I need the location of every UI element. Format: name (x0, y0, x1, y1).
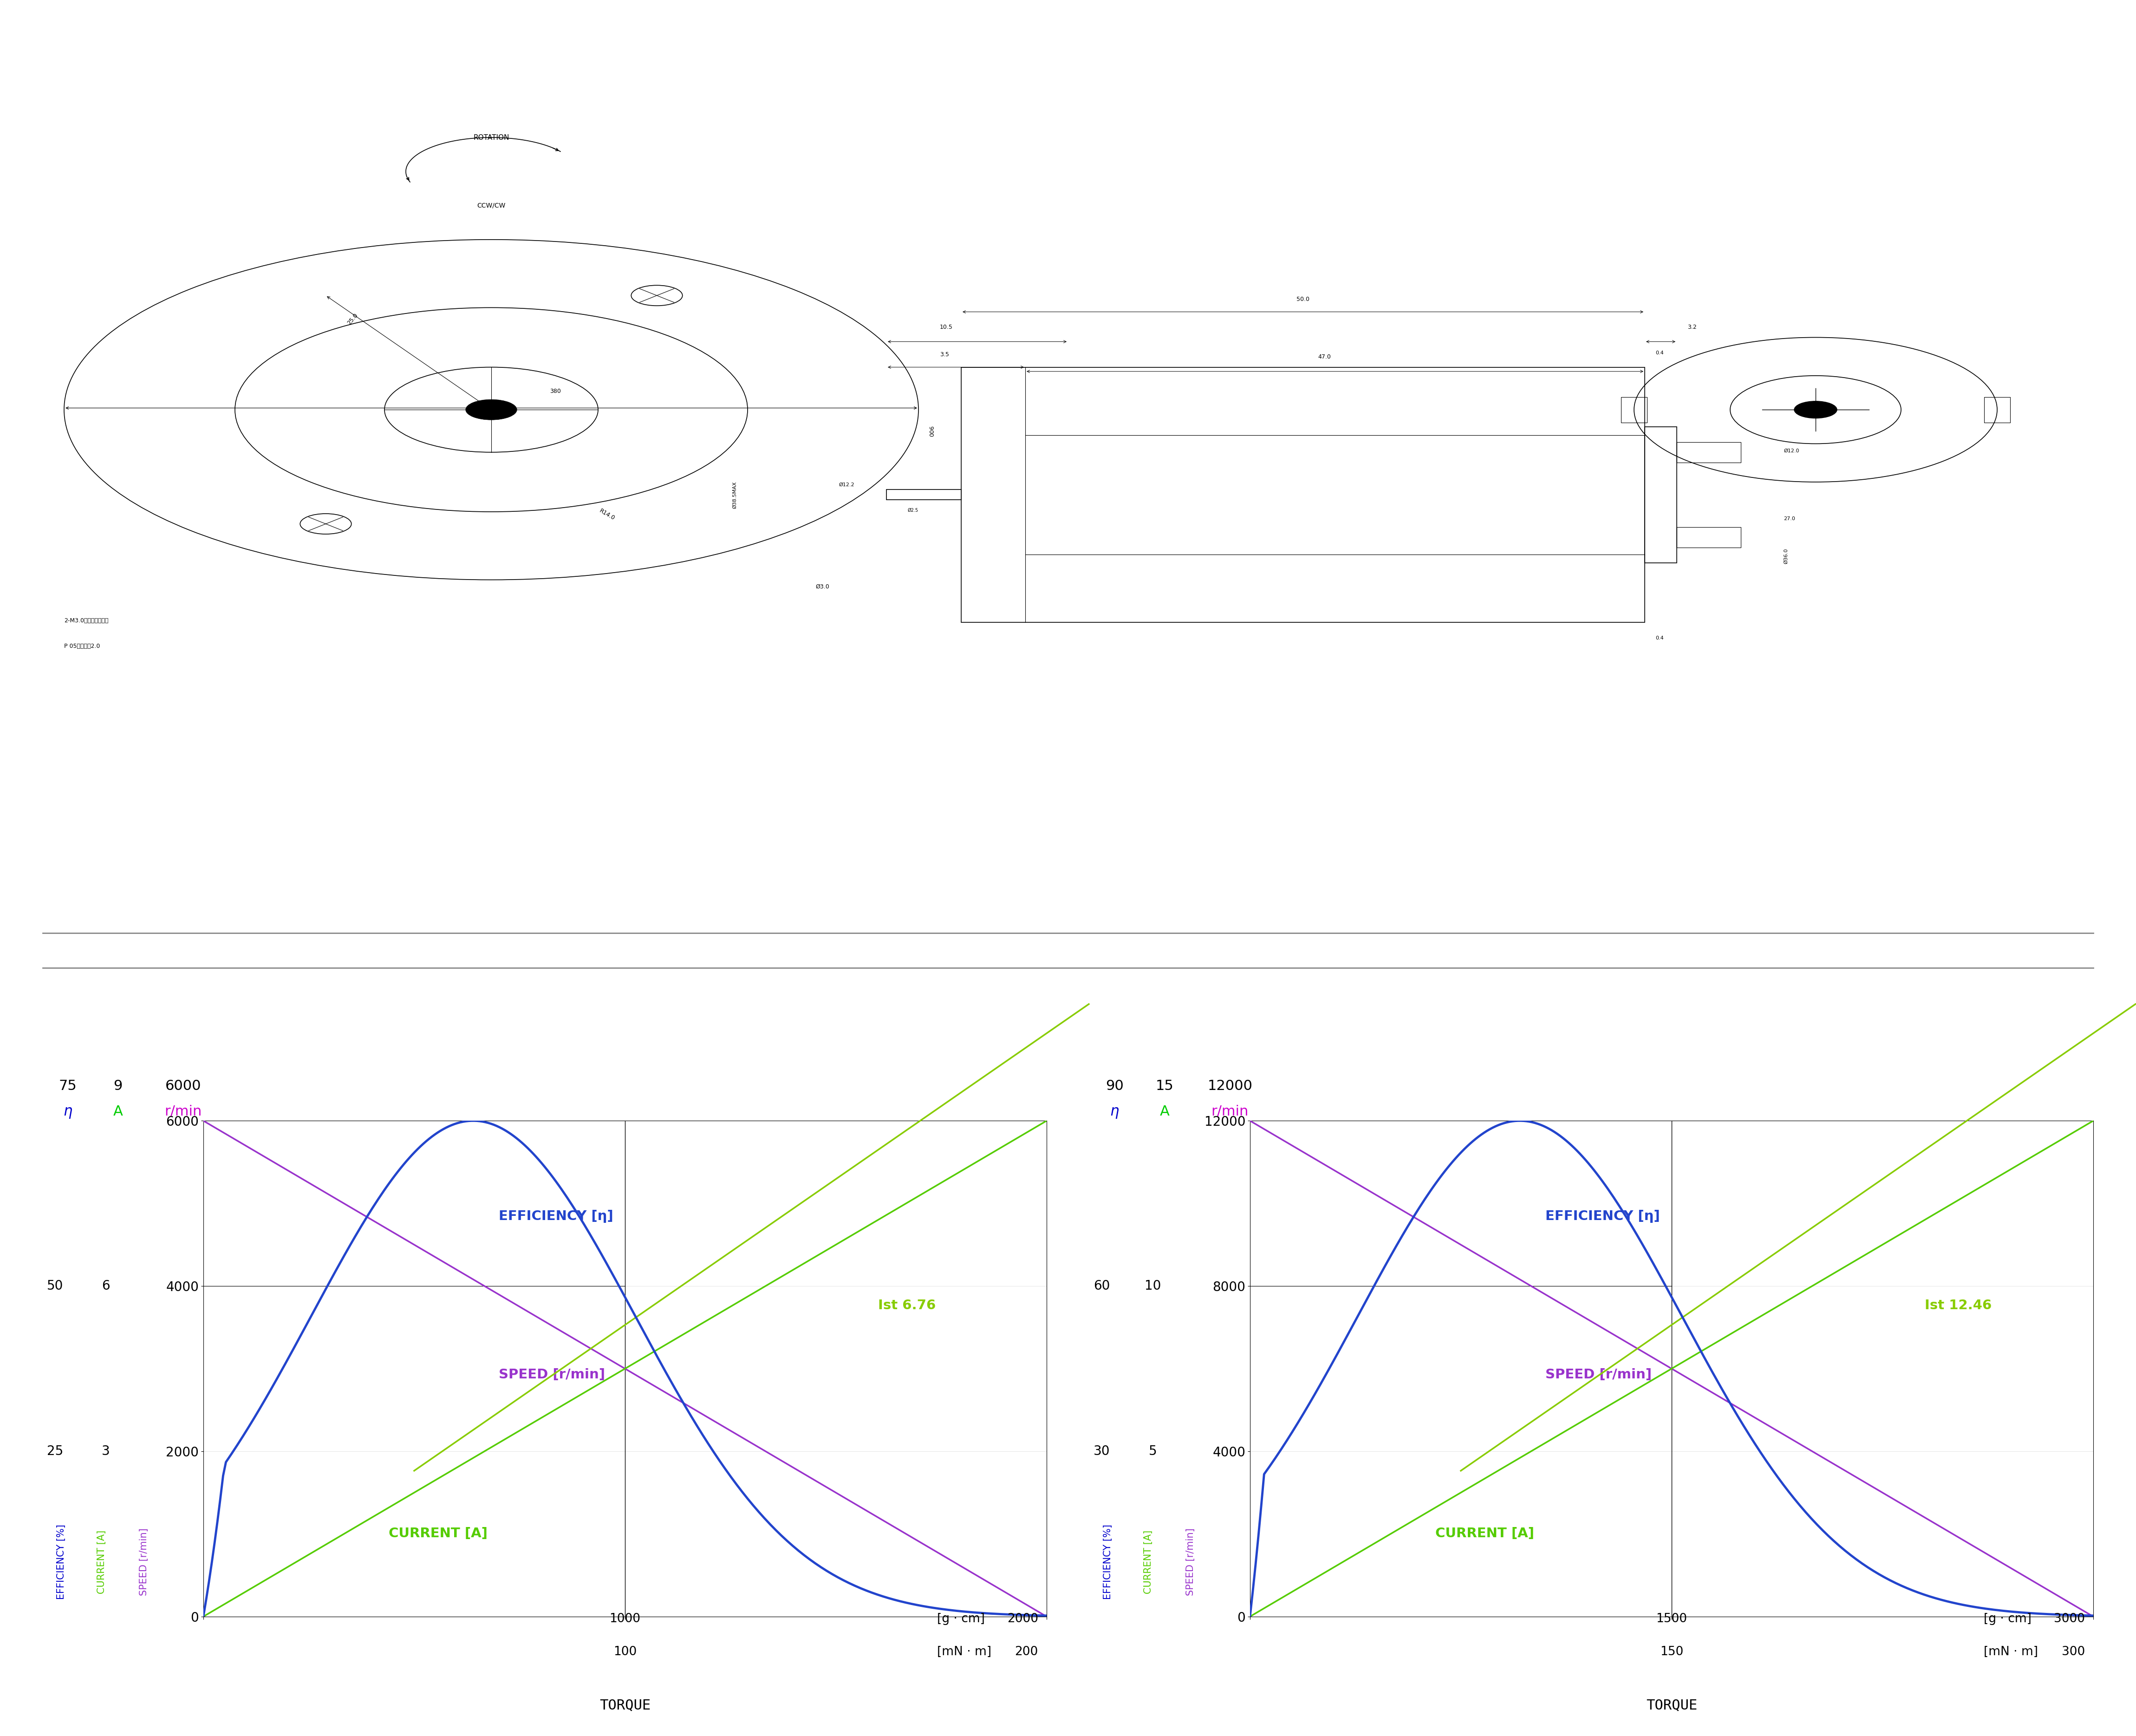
Text: 25: 25 (47, 1444, 64, 1458)
Text: SPEED [r/min]: SPEED [r/min] (139, 1528, 150, 1595)
Text: A: A (1160, 1106, 1171, 1118)
Text: 100: 100 (613, 1646, 637, 1658)
Text: 300: 300 (2061, 1646, 2085, 1658)
Text: 25.0: 25.0 (346, 312, 359, 326)
Text: 3.5: 3.5 (940, 351, 948, 358)
Text: 47.0: 47.0 (1318, 354, 1331, 359)
Circle shape (1794, 401, 1837, 418)
Text: 6000: 6000 (164, 1080, 201, 1094)
Text: 3: 3 (103, 1444, 111, 1458)
Text: SPEED [r/min]: SPEED [r/min] (1185, 1528, 1196, 1595)
Text: CCW/CW: CCW/CW (476, 203, 506, 208)
Text: [g · cm]: [g · cm] (1984, 1613, 2031, 1625)
Bar (961, 366, 1645, 623)
Bar (1645, 427, 1677, 562)
Text: P 05有効深さ2.0: P 05有効深さ2.0 (64, 644, 100, 649)
Text: SPEED [r/min]: SPEED [r/min] (1544, 1368, 1651, 1382)
Text: CURRENT [A]: CURRENT [A] (1145, 1529, 1153, 1594)
Circle shape (466, 399, 517, 420)
Text: 200: 200 (1015, 1646, 1038, 1658)
Text: r/min: r/min (164, 1106, 203, 1118)
Text: 27.0: 27.0 (1784, 517, 1794, 521)
Text: 12000: 12000 (1207, 1080, 1252, 1094)
Text: 150: 150 (1660, 1646, 1683, 1658)
Text: 90: 90 (1106, 1080, 1124, 1094)
Bar (1677, 528, 1741, 547)
Text: SPEED [r/min]: SPEED [r/min] (498, 1368, 604, 1382)
Text: 1000: 1000 (609, 1613, 641, 1625)
Text: 2000: 2000 (1006, 1613, 1038, 1625)
Text: 30: 30 (1094, 1444, 1111, 1458)
Text: 9: 9 (113, 1080, 122, 1094)
Text: EFFICIENCY [η]: EFFICIENCY [η] (498, 1210, 613, 1222)
Text: Ist 6.76: Ist 6.76 (878, 1299, 936, 1312)
Bar (1984, 398, 2010, 422)
Text: EFFICIENCY [%]: EFFICIENCY [%] (1104, 1524, 1113, 1599)
Text: 1500: 1500 (1655, 1613, 1687, 1625)
Text: η: η (1111, 1106, 1119, 1120)
Text: FMR3850 7PD: FMR3850 7PD (62, 1028, 224, 1047)
Text: ROTATION: ROTATION (474, 134, 508, 141)
Text: TORQUE: TORQUE (600, 1700, 651, 1712)
Text: [mN · m]: [mN · m] (938, 1646, 991, 1658)
Text: 10: 10 (1145, 1279, 1160, 1293)
Text: Ø2.5: Ø2.5 (908, 509, 918, 512)
Text: Ø3.0: Ø3.0 (816, 583, 829, 590)
Text: 10.5: 10.5 (940, 325, 953, 330)
Text: 380: 380 (549, 389, 562, 394)
Text: A: A (113, 1106, 124, 1118)
Text: η: η (64, 1106, 73, 1120)
Text: 75: 75 (60, 1080, 77, 1094)
Text: 006: 006 (929, 425, 936, 437)
Text: 50: 50 (47, 1279, 64, 1293)
Text: 60: 60 (1094, 1279, 1111, 1293)
Text: CURRENT [A]: CURRENT [A] (1435, 1528, 1534, 1540)
Text: Ø12.0: Ø12.0 (1784, 448, 1799, 453)
Text: 0.4: 0.4 (1655, 351, 1664, 356)
Text: Ø38.5MAX: Ø38.5MAX (733, 481, 737, 509)
Bar (1677, 443, 1741, 462)
Text: 3000: 3000 (2053, 1613, 2085, 1625)
Text: [g · cm]: [g · cm] (938, 1613, 985, 1625)
Text: 3.2: 3.2 (1687, 325, 1696, 330)
Text: r/min: r/min (1211, 1106, 1250, 1118)
Text: CURRENT [A]: CURRENT [A] (389, 1528, 487, 1540)
Text: Ø36.0: Ø36.0 (1784, 549, 1788, 564)
Bar (886, 490, 961, 500)
Text: EFFICIENCY [%]: EFFICIENCY [%] (58, 1524, 66, 1599)
Text: 24V: 24V (2021, 1028, 2063, 1047)
Text: 2-M3.0インボスタップ: 2-M3.0インボスタップ (64, 618, 109, 623)
Text: 5: 5 (1149, 1444, 1158, 1458)
Text: 0.4: 0.4 (1655, 635, 1664, 641)
Text: CURRENT [A]: CURRENT [A] (98, 1529, 107, 1594)
Text: 50.0: 50.0 (1297, 297, 1309, 302)
Text: [mN · m]: [mN · m] (1984, 1646, 2038, 1658)
Text: EFFICIENCY [η]: EFFICIENCY [η] (1544, 1210, 1660, 1222)
Text: TORQUE: TORQUE (1647, 1700, 1698, 1712)
Text: FMR3850 7PM: FMR3850 7PM (1109, 1028, 1275, 1047)
Text: Ø12.2: Ø12.2 (839, 483, 854, 488)
Text: 12V: 12V (974, 1028, 1017, 1047)
Bar (1621, 398, 1647, 422)
Text: Ist 12.46: Ist 12.46 (1925, 1299, 1991, 1312)
Text: 6: 6 (103, 1279, 111, 1293)
Text: 15: 15 (1156, 1080, 1173, 1094)
Text: R14.0: R14.0 (598, 509, 615, 523)
